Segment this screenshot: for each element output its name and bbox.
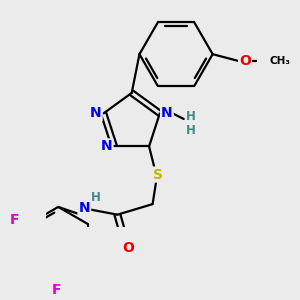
Text: F: F (52, 283, 62, 297)
Text: S: S (152, 167, 163, 182)
Text: N: N (90, 106, 102, 120)
Text: O: O (123, 242, 135, 256)
Text: H: H (186, 110, 196, 123)
Text: N: N (161, 106, 173, 120)
Text: H: H (186, 124, 196, 137)
Text: O: O (239, 54, 251, 68)
Text: CH₃: CH₃ (269, 56, 290, 66)
Text: N: N (101, 140, 112, 153)
Text: H: H (91, 190, 101, 204)
Text: F: F (10, 213, 20, 227)
Text: N: N (79, 201, 90, 215)
